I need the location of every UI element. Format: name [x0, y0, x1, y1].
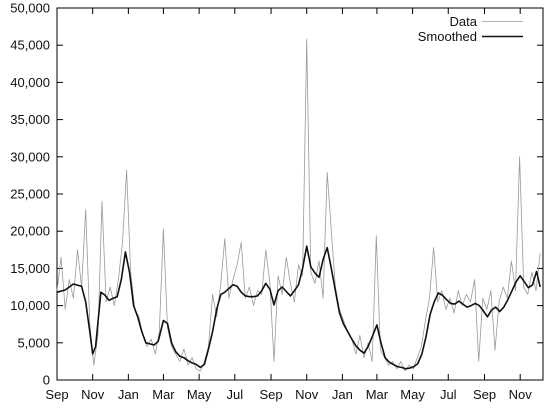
- plot-frame: [56, 7, 544, 381]
- y-tick-label: 30,000: [10, 149, 50, 164]
- y-tick-label: 45,000: [10, 38, 50, 53]
- x-tick-label: Jul: [226, 387, 243, 402]
- y-tick-label: 10,000: [10, 298, 50, 313]
- x-tick-label: Jan: [332, 387, 353, 402]
- x-axis-ticks: Sep Nov Jan Mar May Jul Sep Nov Jan Mar May Jul Sep N…: [45, 8, 532, 402]
- x-tick-label: Sep: [45, 387, 68, 402]
- legend-label-smoothed: Smoothed: [418, 29, 477, 44]
- y-tick-label: 15,000: [10, 261, 50, 276]
- x-tick-label: Nov: [295, 387, 319, 402]
- x-tick-label: Jan: [118, 387, 139, 402]
- series-layer: [56, 38, 541, 372]
- y-axis-ticks: 0 5,000 10,000 15,000 20,000 25,000 30,000 35,0…: [10, 1, 543, 388]
- legend-label-data: Data: [450, 14, 478, 29]
- x-tick-label: Nov: [509, 387, 533, 402]
- x-tick-label: Mar: [366, 387, 389, 402]
- y-tick-label: 20,000: [10, 224, 50, 239]
- series-line-data: [56, 38, 541, 372]
- y-tick-label: 5,000: [17, 335, 50, 350]
- x-tick-label: May: [400, 387, 425, 402]
- y-tick-label: 50,000: [10, 1, 50, 16]
- y-tick-label: 35,000: [10, 112, 50, 127]
- y-tick-label: 0: [43, 373, 50, 388]
- x-tick-label: Nov: [81, 387, 105, 402]
- x-tick-label: Sep: [259, 387, 282, 402]
- x-tick-label: Mar: [152, 387, 175, 402]
- series-line-smoothed: [56, 245, 541, 370]
- legend: Data Smoothed: [418, 14, 523, 44]
- x-tick-label: May: [187, 387, 212, 402]
- x-tick-label: Jul: [440, 387, 457, 402]
- x-tick-label: Sep: [473, 387, 496, 402]
- y-tick-label: 40,000: [10, 75, 50, 90]
- y-tick-label: 25,000: [10, 187, 50, 202]
